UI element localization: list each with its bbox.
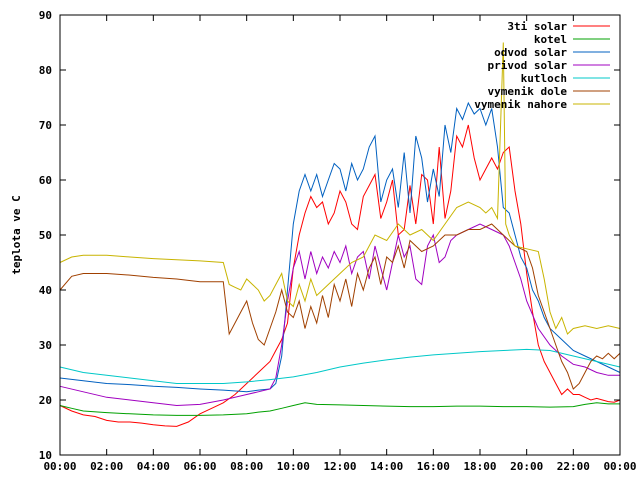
legend-label: kutloch xyxy=(521,72,567,85)
series-line-3ti-solar xyxy=(59,124,621,427)
series-line-kutloch xyxy=(59,348,621,384)
x-tick-label: 12:00 xyxy=(323,460,356,473)
x-tick-label: 22:00 xyxy=(557,460,590,473)
y-tick-label: 90 xyxy=(39,9,52,22)
series-line-vymenik-nahore xyxy=(59,42,621,335)
series-line-odvod-solar xyxy=(59,101,621,393)
legend-label: privod solar xyxy=(488,59,568,72)
x-tick-label: 08:00 xyxy=(230,460,263,473)
series-line-privod-solar xyxy=(59,223,620,407)
y-tick-label: 80 xyxy=(39,64,52,77)
legend-label: vymenik nahore xyxy=(474,98,567,111)
x-tick-label: 14:00 xyxy=(370,460,403,473)
y-tick-label: 30 xyxy=(39,339,52,352)
x-tick-label: 20:00 xyxy=(510,460,543,473)
legend-label: 3ti solar xyxy=(507,20,567,33)
series-line-vymenik-dole xyxy=(59,223,621,390)
legend-label: vymenik dole xyxy=(488,85,568,98)
x-tick-label: 00:00 xyxy=(603,460,636,473)
y-tick-label: 60 xyxy=(39,174,52,187)
ticks-layer xyxy=(59,14,621,456)
y-tick-label: 20 xyxy=(39,394,52,407)
series-layer xyxy=(59,42,621,427)
y-axis-label: teplota ve C xyxy=(10,195,23,274)
y-tick-label: 50 xyxy=(39,229,52,242)
y-tick-label: 40 xyxy=(39,284,52,297)
x-tick-label: 18:00 xyxy=(463,460,496,473)
x-tick-label: 04:00 xyxy=(137,460,170,473)
x-tick-label: 10:00 xyxy=(277,460,310,473)
legend-label: odvod solar xyxy=(494,46,567,59)
x-tick-label: 06:00 xyxy=(183,460,216,473)
x-tick-label: 16:00 xyxy=(417,460,450,473)
series-line-kotel xyxy=(59,402,620,416)
legend-label: kotel xyxy=(534,33,567,46)
y-tick-label: 10 xyxy=(39,449,52,462)
y-tick-label: 70 xyxy=(39,119,52,132)
x-tick-label: 00:00 xyxy=(43,460,76,473)
x-tick-labels: 00:00 02:00 04:00 06:00 08:00 10:00 12:00 14:00… xyxy=(43,460,636,473)
y-tick-labels: 10 20 30 40 50 60 70 80 90 xyxy=(39,9,52,462)
x-tick-label: 02:00 xyxy=(90,460,123,473)
